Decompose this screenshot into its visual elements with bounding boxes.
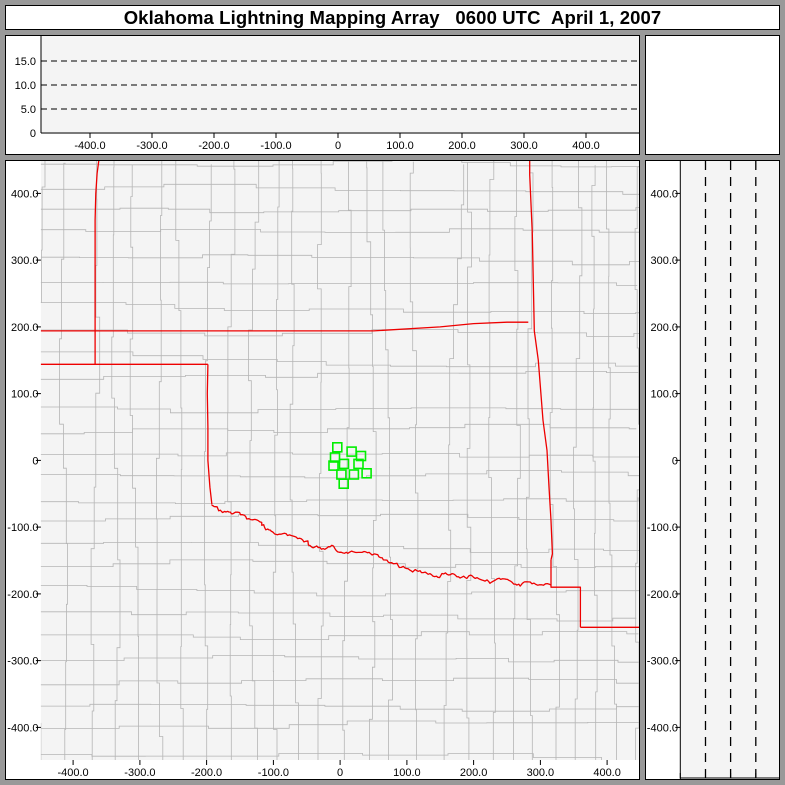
svg-text:300.0: 300.0 [11,255,39,267]
svg-text:-300.0: -300.0 [136,140,167,152]
svg-text:300.0: 300.0 [527,767,555,779]
svg-text:-200.0: -200.0 [198,140,229,152]
svg-text:200.0: 200.0 [460,767,488,779]
svg-text:0: 0 [672,455,678,467]
svg-text:0: 0 [32,455,38,467]
svg-text:10.0: 10.0 [15,80,36,92]
svg-text:-400.0: -400.0 [57,767,88,779]
svg-text:-400.0: -400.0 [74,140,105,152]
svg-text:0: 0 [30,128,36,140]
svg-text:-300.0: -300.0 [647,656,678,668]
svg-text:-200.0: -200.0 [191,767,222,779]
svg-text:0: 0 [337,767,343,779]
svg-text:300.0: 300.0 [650,255,678,267]
svg-text:-300.0: -300.0 [7,656,38,668]
svg-text:-300.0: -300.0 [124,767,155,779]
svg-text:-200.0: -200.0 [7,589,38,601]
svg-text:400.0: 400.0 [572,140,600,152]
svg-text:300.0: 300.0 [510,140,538,152]
svg-text:5.0: 5.0 [21,104,36,116]
svg-text:-100.0: -100.0 [258,767,289,779]
svg-text:100.0: 100.0 [11,389,39,401]
svg-text:0: 0 [335,140,341,152]
svg-text:400.0: 400.0 [593,767,621,779]
svg-text:100.0: 100.0 [650,389,678,401]
svg-text:15.0: 15.0 [15,56,36,68]
svg-text:200.0: 200.0 [448,140,476,152]
svg-text:400.0: 400.0 [11,188,39,200]
svg-text:-400.0: -400.0 [647,722,678,734]
svg-text:-100.0: -100.0 [647,522,678,534]
svg-text:100.0: 100.0 [386,140,414,152]
svg-text:-200.0: -200.0 [647,589,678,601]
svg-text:400.0: 400.0 [650,188,678,200]
svg-text:-400.0: -400.0 [7,722,38,734]
svg-text:200.0: 200.0 [650,322,678,334]
svg-text:-100.0: -100.0 [7,522,38,534]
svg-text:100.0: 100.0 [393,767,421,779]
svg-text:-100.0: -100.0 [260,140,291,152]
svg-text:200.0: 200.0 [11,322,39,334]
